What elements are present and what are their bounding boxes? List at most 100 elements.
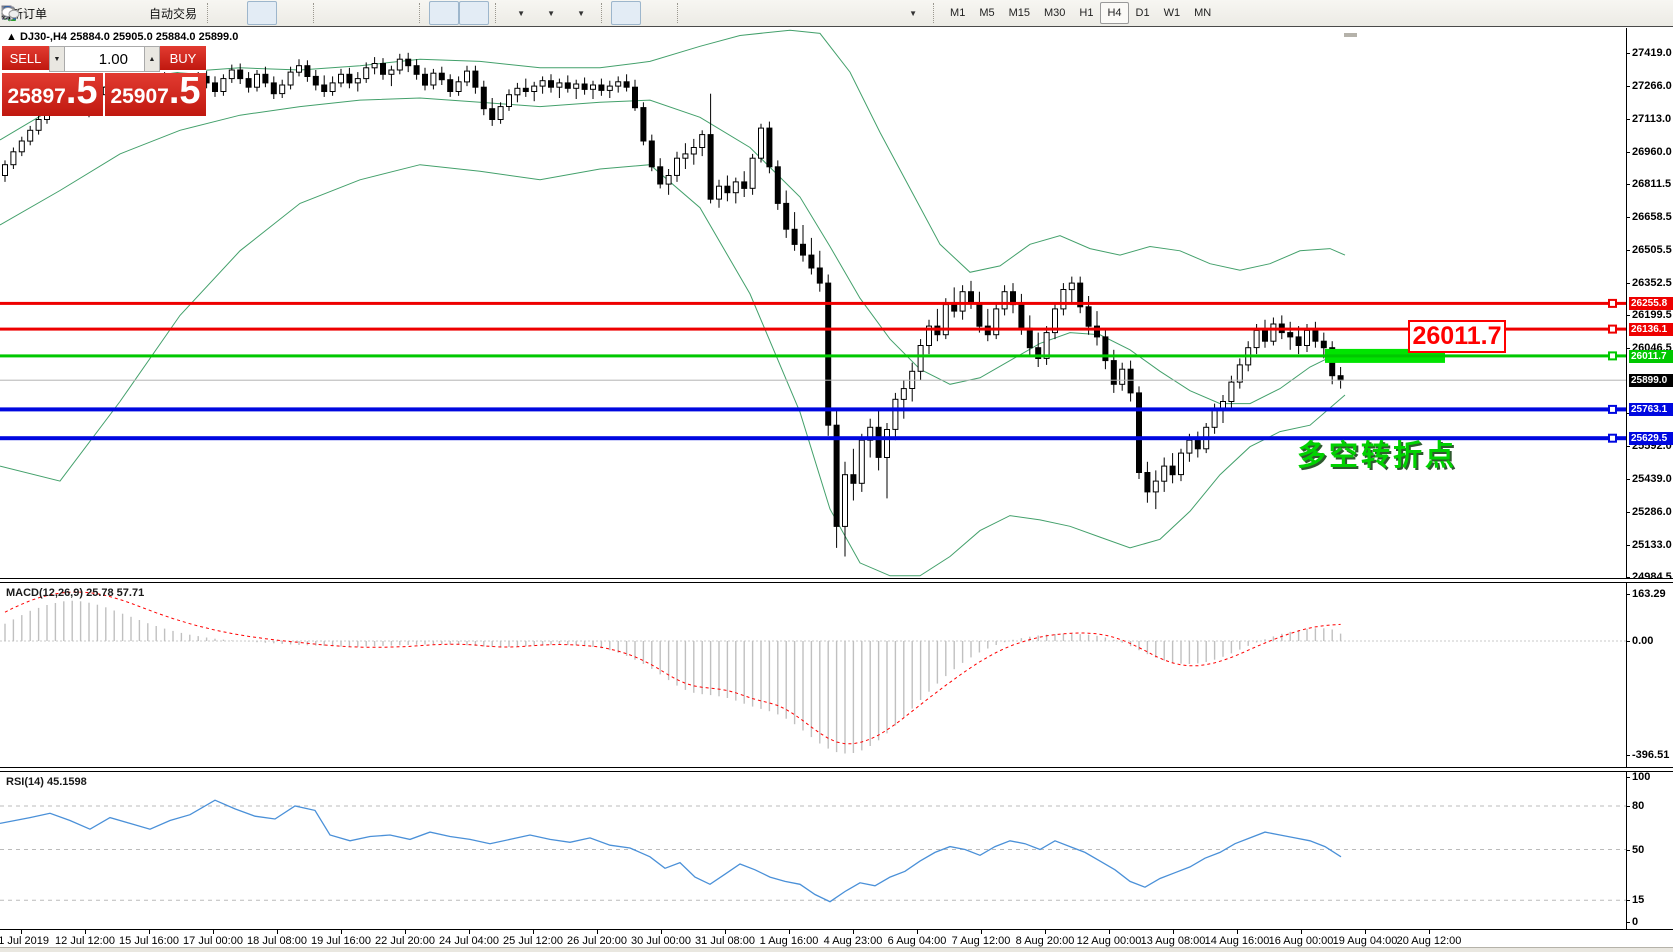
timeframe-h1-button[interactable]: H1 — [1079, 7, 1094, 19]
hline-26011.7[interactable] — [0, 354, 1626, 358]
price-tick-label: 24984.5 — [1632, 571, 1672, 583]
price-line-label: 26255.8 — [1629, 297, 1673, 310]
timeframe-mn-button[interactable]: MN — [1194, 7, 1212, 19]
time-tick — [469, 930, 470, 934]
fibonacci-icon[interactable]: F — [2, 1, 837, 25]
time-tick — [661, 930, 662, 934]
candlestick-chart[interactable] — [0, 28, 1626, 578]
hline-26136.1[interactable] — [0, 327, 1626, 331]
time-tick-label: 24 Jul 04:00 — [439, 935, 499, 947]
window-controls-dash[interactable] — [1344, 33, 1357, 37]
vertical-line-icon[interactable] — [7, 1, 717, 25]
volume-decrease-button[interactable]: ▼ — [49, 46, 65, 72]
auto-scroll-icon[interactable] — [2, 1, 460, 25]
bar-chart-icon[interactable] — [2, 1, 247, 25]
macd-panel[interactable] — [0, 583, 1626, 767]
chat-icon[interactable] — [1, 1, 1663, 25]
price-annotation-box[interactable]: 26011.7 — [1408, 320, 1506, 353]
search-icon[interactable] — [2, 1, 1633, 25]
price-tick — [1626, 119, 1630, 120]
templates-icon[interactable]: ▼ — [1, 1, 595, 25]
macd-tick-label: 163.29 — [1632, 588, 1666, 600]
timeframe-m1-button[interactable]: M1 — [950, 7, 966, 19]
toolbar-separator — [677, 3, 683, 23]
tile-windows-icon[interactable] — [1, 1, 413, 25]
time-tick — [1365, 930, 1366, 934]
arrows-icon[interactable]: ▼ — [3, 1, 927, 25]
chevron-down-icon: ▼ — [547, 8, 555, 18]
timeframe-w1-button[interactable]: W1 — [1163, 7, 1181, 19]
timeframe-h4-button[interactable]: H4 — [1100, 2, 1129, 24]
volume-increase-button[interactable]: ▲ — [144, 46, 160, 72]
macd-panel-splitter[interactable] — [0, 578, 1673, 583]
time-tick-label: 30 Jul 00:00 — [631, 935, 691, 947]
price-tick — [1626, 413, 1630, 414]
cn-annotation-text[interactable]: 多空转折点 — [1297, 440, 1458, 472]
timeframe-m5-button[interactable]: M5 — [979, 7, 995, 19]
autotrading-button[interactable]: 自动交易 — [1, 1, 201, 25]
time-tick-label: 19 Jul 16:00 — [311, 935, 371, 947]
price-line-label: 25763.1 — [1629, 403, 1673, 416]
line-chart-icon[interactable] — [1, 1, 307, 25]
channel-icon[interactable]: E — [1, 1, 807, 25]
hline-25899.0[interactable] — [0, 379, 1626, 381]
time-axis[interactable]: 11 Jul 2019 12 Jul 12:00 15 Jul 16:00 17 Ju… — [0, 929, 1673, 947]
timeframe-m30-button[interactable]: M30 — [1044, 7, 1066, 19]
time-tick — [789, 930, 790, 934]
bollinger-lower-band — [0, 164, 1346, 577]
sell-price[interactable]: 25897 .5 — [2, 72, 103, 116]
sell-button[interactable]: SELL — [2, 46, 49, 72]
time-tick — [149, 930, 150, 934]
time-tick — [917, 930, 918, 934]
time-tick — [21, 930, 22, 934]
price-tick — [1626, 315, 1630, 316]
buy-price[interactable]: 25907 .5 — [105, 72, 206, 116]
buy-button[interactable]: BUY — [160, 46, 206, 72]
signals-icon[interactable] — [1, 1, 141, 25]
price-tick-label: 26811.5 — [1632, 178, 1672, 190]
price-line-label: 25629.5 — [1629, 432, 1673, 445]
time-tick — [1109, 930, 1110, 934]
price-tick-label: 27266.0 — [1632, 80, 1672, 92]
chevron-down-icon: ▼ — [577, 8, 585, 18]
time-tick — [597, 930, 598, 934]
horizontal-line-icon[interactable] — [2, 1, 747, 25]
time-tick-label: 16 Aug 00:00 — [1268, 935, 1334, 947]
toolbar-separator — [601, 3, 607, 23]
bollinger-upper-band — [0, 29, 1346, 273]
periods-icon[interactable]: ▼ — [1, 1, 565, 25]
zoom-in-icon[interactable] — [2, 1, 353, 25]
timeframe-d1-button[interactable]: D1 — [1135, 7, 1150, 19]
zoom-out-icon[interactable] — [2, 1, 383, 25]
main-chart-area[interactable] — [0, 28, 1673, 578]
price-tick — [1626, 545, 1630, 546]
crosshair-icon[interactable] — [2, 1, 671, 25]
price-tick — [1626, 53, 1630, 54]
rsi-tick-label: 50 — [1632, 844, 1645, 856]
text-icon[interactable]: A — [4, 1, 867, 25]
time-tick-label: 1 Aug 16:00 — [759, 935, 819, 947]
price-line-label: 25899.0 — [1629, 374, 1673, 387]
cursor-icon[interactable] — [5, 1, 642, 25]
hline-25629.5[interactable] — [0, 436, 1626, 441]
one-click-trade-panel: SELL ▼ 1.00 ▲ BUY 25897 .5 25907 .5 — [2, 46, 206, 116]
trendline-icon[interactable] — [2, 1, 777, 25]
collapse-arrow-icon[interactable]: ▲ — [6, 31, 17, 43]
rsi-panel-splitter[interactable] — [0, 767, 1673, 772]
accounts-icon[interactable] — [1, 1, 111, 25]
hline-25763.1[interactable] — [0, 407, 1626, 412]
candlestick-chart-icon[interactable] — [2, 1, 278, 25]
close-value: 25899.0 — [198, 31, 239, 43]
rsi-tick — [1626, 900, 1630, 901]
text-label-icon[interactable]: T — [1, 1, 897, 25]
indicators-icon[interactable]: ▼ — [1, 1, 535, 25]
chart-shift-icon[interactable] — [3, 1, 490, 25]
timeframe-m15-button[interactable]: M15 — [1008, 7, 1030, 19]
rsi-panel[interactable] — [0, 772, 1626, 929]
price-tick-label: 26960.0 — [1632, 146, 1672, 158]
volume-input[interactable]: 1.00 — [65, 46, 144, 72]
hline-26255.8[interactable] — [0, 301, 1626, 305]
styler-icon[interactable] — [2, 1, 81, 25]
time-tick — [341, 930, 342, 934]
